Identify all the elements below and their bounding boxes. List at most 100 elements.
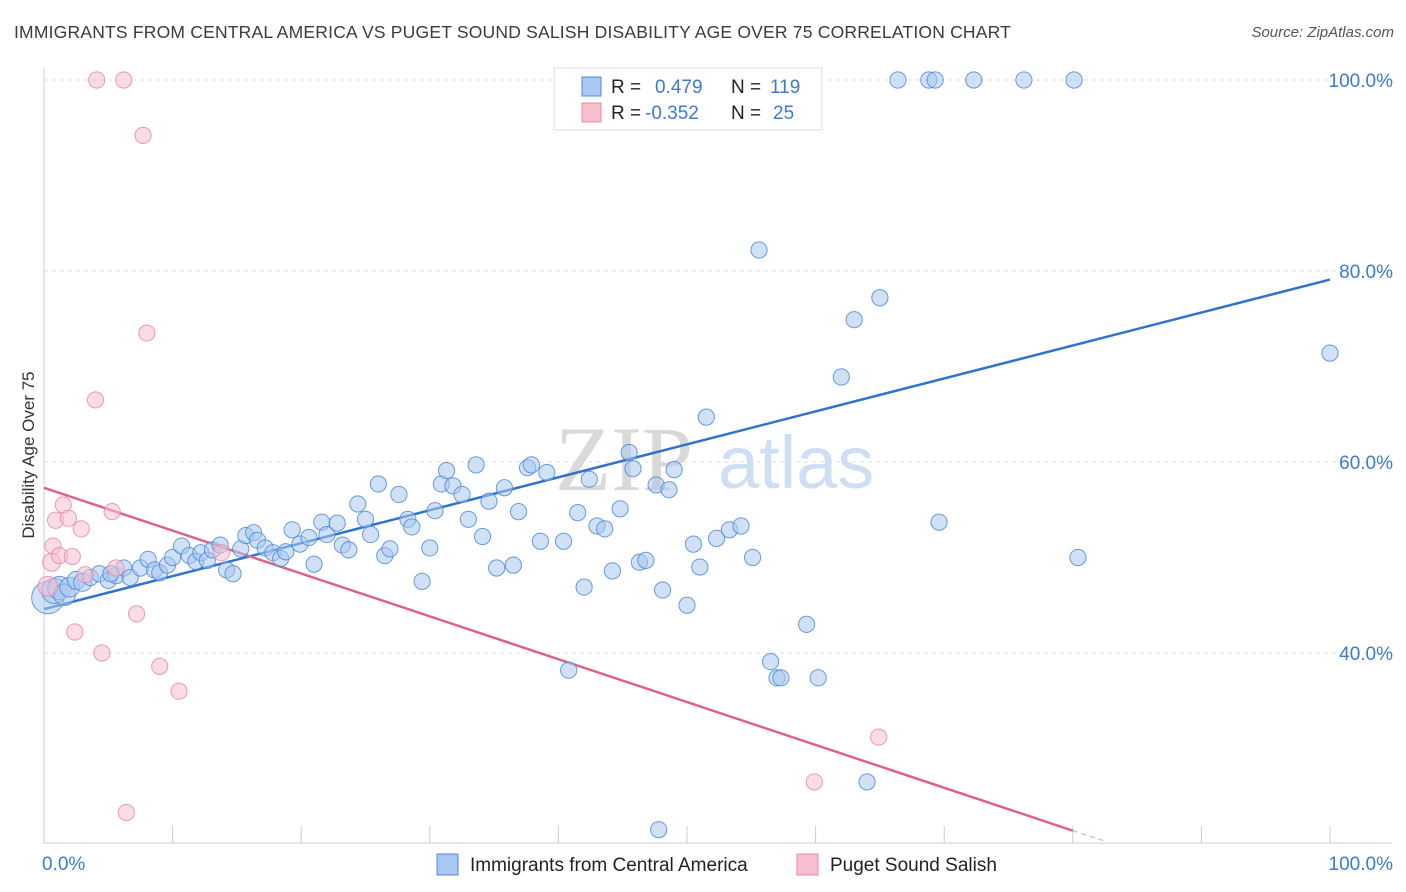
point-blue-66 (495, 479, 513, 497)
trendline-blue (43, 278, 1331, 611)
point-pink-7 (63, 547, 81, 566)
point-blue-18 (164, 548, 182, 567)
stats-r-value-blue: 0.479 (655, 77, 703, 98)
point-blue-45 (349, 495, 367, 513)
point-blue-72 (538, 463, 556, 482)
axes (43, 68, 1392, 844)
point-blue-93 (697, 408, 715, 426)
point-blue-113 (1015, 71, 1033, 89)
stats-swatch-blue (581, 76, 602, 97)
point-blue-65 (488, 559, 506, 577)
x-tick-labels: 0.0% 100.0% (42, 854, 1393, 875)
trendline-pink-extension (1072, 829, 1106, 842)
point-blue-110 (926, 71, 944, 89)
legend-swatch-pink (796, 853, 819, 876)
point-blue-75 (569, 504, 587, 522)
point-blue-79 (596, 520, 614, 538)
point-pink-14 (103, 503, 121, 521)
grid-lines (44, 79, 1392, 654)
point-blue-88 (660, 481, 678, 499)
stats-box: R = 0.479 N = 119 R = -0.352 N = 25 (553, 67, 823, 131)
point-pink-23 (805, 773, 823, 791)
point-blue-94 (707, 529, 726, 548)
stats-n-label-blue: N = (731, 77, 761, 98)
watermark-atlas: atlas (718, 421, 874, 504)
point-blue-114 (1065, 71, 1083, 89)
point-blue-80 (603, 562, 622, 580)
x-tick-label-1: 100.0% (1329, 854, 1394, 875)
point-pink-13 (88, 71, 106, 89)
point-blue-36 (283, 521, 301, 539)
point-pink-17 (127, 605, 146, 623)
point-blue-41 (318, 525, 336, 544)
point-blue-91 (684, 535, 703, 553)
point-blue-106 (858, 773, 876, 791)
y-tick-label-3: 100.0% (1329, 71, 1394, 92)
point-blue-103 (809, 669, 827, 687)
point-blue-54 (413, 572, 431, 590)
point-pink-0 (37, 575, 59, 597)
point-pink-8 (66, 623, 84, 641)
point-blue-96 (732, 517, 750, 535)
point-pink-19 (138, 324, 156, 342)
point-blue-62 (467, 456, 485, 474)
point-blue-73 (554, 532, 573, 550)
stats-n-label-pink: N = (731, 103, 761, 124)
point-blue-108 (889, 71, 907, 89)
point-blue-64 (480, 492, 498, 510)
point-pink-24 (870, 728, 888, 746)
point-blue-35 (277, 543, 295, 561)
y-tick-label-0: 40.0% (1339, 644, 1393, 665)
point-blue-76 (575, 578, 593, 596)
point-pink-6 (59, 509, 78, 527)
point-blue-81 (611, 500, 629, 518)
point-pink-11 (86, 391, 105, 409)
trend-lines (43, 278, 1331, 842)
legend: Immigrants from Central America Puget So… (436, 853, 997, 876)
point-blue-27 (224, 565, 242, 583)
point-blue-67 (504, 556, 522, 574)
point-pink-22 (117, 803, 135, 822)
point-blue-83 (624, 460, 642, 478)
point-blue-71 (531, 532, 549, 550)
point-blue-77 (580, 470, 598, 488)
point-blue-51 (390, 485, 408, 504)
point-blue-104 (832, 368, 850, 386)
point-pink-20 (151, 657, 169, 675)
point-blue-46 (356, 510, 375, 528)
point-blue-99 (761, 652, 780, 671)
point-pink-10 (76, 566, 94, 584)
point-pink-18 (134, 126, 152, 144)
point-blue-38 (300, 528, 318, 547)
y-axis-label: Disability Age Over 75 (19, 371, 38, 538)
chart-title: IMMIGRANTS FROM CENTRAL AMERICA VS PUGET… (14, 22, 1012, 42)
point-blue-82 (620, 443, 638, 462)
stats-swatch-pink (581, 102, 602, 123)
y-tick-label-2: 80.0% (1339, 262, 1393, 283)
point-blue-44 (340, 541, 358, 559)
point-blue-112 (965, 71, 983, 89)
point-blue-60 (453, 485, 471, 504)
data-points (31, 71, 1339, 839)
point-blue-47 (362, 525, 380, 544)
x-tick-label-0: 0.0% (42, 854, 85, 875)
point-blue-101 (772, 669, 790, 687)
point-blue-42 (328, 514, 346, 532)
stats-r-label-blue: R = (611, 77, 641, 98)
point-blue-55 (421, 539, 439, 557)
point-blue-97 (743, 548, 762, 567)
point-blue-115 (1069, 548, 1087, 567)
point-blue-92 (691, 558, 709, 576)
point-blue-116 (1321, 344, 1339, 362)
point-blue-105 (845, 311, 863, 329)
point-pink-25 (212, 544, 231, 562)
point-blue-53 (403, 518, 421, 536)
point-blue-58 (437, 461, 456, 480)
point-pink-16 (115, 71, 133, 89)
point-blue-89 (665, 461, 683, 479)
point-blue-98 (750, 241, 768, 259)
point-blue-117 (650, 821, 668, 839)
point-blue-50 (381, 540, 399, 558)
point-blue-85 (637, 551, 655, 569)
